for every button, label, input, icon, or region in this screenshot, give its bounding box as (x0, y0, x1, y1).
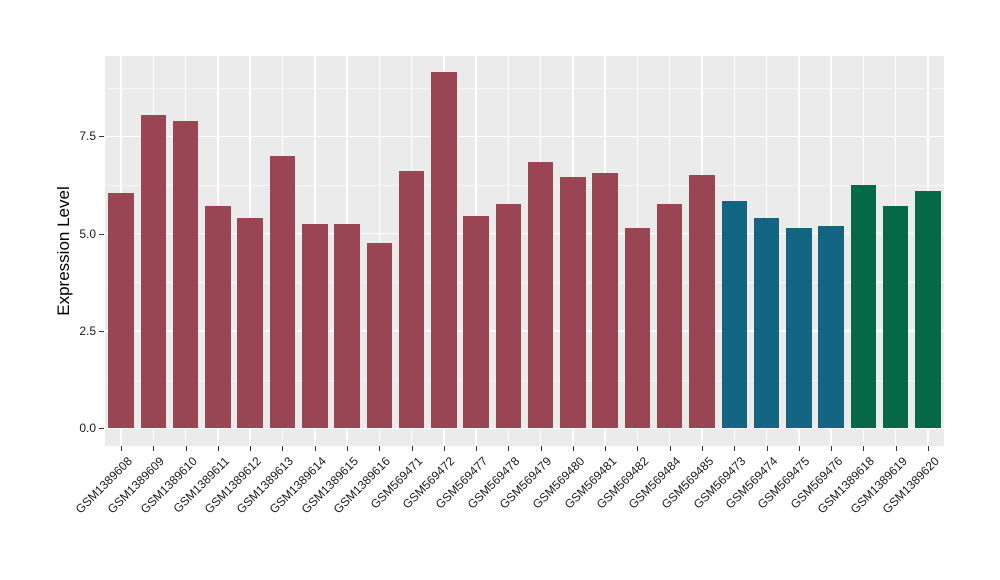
bar-GSM569471 (398, 171, 425, 429)
y-tick-label: 2.5 (79, 323, 96, 338)
gridline-minor (105, 184, 944, 186)
bar-GSM569475 (786, 227, 812, 429)
x-tick-mark (863, 446, 865, 451)
x-tick-mark (217, 446, 219, 451)
bar-GSM569482 (624, 227, 651, 429)
bar-GSM569473 (721, 200, 747, 429)
x-tick-mark (347, 446, 349, 451)
gridline-major (105, 232, 944, 235)
x-tick-mark (508, 446, 510, 451)
x-tick-mark (895, 446, 897, 451)
y-tick-mark (99, 330, 104, 332)
x-tick-mark (379, 446, 381, 451)
gridline-major (105, 135, 944, 138)
bar-GSM569474 (753, 218, 780, 429)
y-tick-label: 5.0 (79, 226, 96, 241)
x-tick-mark (540, 446, 542, 451)
bar-GSM569472 (431, 72, 457, 429)
x-tick-mark (798, 446, 800, 451)
x-tick-mark (927, 446, 929, 451)
bar-GSM1389611 (205, 206, 231, 429)
bar-GSM1389614 (302, 223, 328, 429)
plot-panel (105, 56, 944, 446)
x-tick-mark (831, 446, 833, 451)
x-tick-mark (701, 446, 703, 451)
x-tick-mark (153, 446, 155, 451)
x-tick-mark (314, 446, 316, 451)
bar-GSM569476 (818, 225, 844, 429)
gridline-minor (105, 282, 944, 284)
bar-GSM1389620 (915, 190, 941, 429)
y-tick-mark (99, 428, 104, 430)
bar-GSM569485 (689, 175, 715, 429)
x-tick-mark (605, 446, 607, 451)
y-tick-label: 0.0 (79, 421, 96, 436)
bar-GSM569477 (463, 216, 489, 429)
bar-GSM1389618 (850, 184, 877, 429)
bar-GSM1389616 (366, 243, 393, 429)
gridline-major (105, 427, 944, 430)
x-tick-mark (250, 446, 252, 451)
x-tick-mark (572, 446, 574, 451)
y-tick-label: 7.5 (79, 129, 96, 144)
x-tick-mark (443, 446, 445, 451)
y-axis-title: Expression Level (54, 186, 73, 316)
bar-GSM1389610 (172, 120, 199, 429)
x-tick-mark (476, 446, 478, 451)
bar-GSM569484 (656, 204, 683, 429)
bar-GSM569479 (527, 161, 554, 429)
x-tick-mark (766, 446, 768, 451)
x-tick-mark (185, 446, 187, 451)
bar-GSM1389612 (237, 218, 263, 429)
x-tick-mark (411, 446, 413, 451)
x-tick-mark (282, 446, 284, 451)
gridline-minor (105, 87, 944, 89)
bar-GSM569480 (560, 177, 586, 429)
x-tick-mark (669, 446, 671, 451)
bar-GSM1389608 (108, 192, 134, 429)
bar-GSM1389609 (140, 114, 167, 429)
bar-GSM1389613 (269, 155, 296, 429)
bar-GSM569478 (495, 204, 522, 429)
x-tick-mark (121, 446, 123, 451)
x-tick-mark (637, 446, 639, 451)
gridline-minor (105, 379, 944, 381)
x-tick-mark (734, 446, 736, 451)
bar-GSM1389619 (882, 206, 909, 429)
bar-GSM569481 (592, 173, 618, 429)
gridline-major (105, 330, 944, 332)
y-tick-mark (99, 233, 104, 235)
bar-GSM1389615 (334, 223, 360, 429)
y-tick-mark (99, 136, 104, 138)
